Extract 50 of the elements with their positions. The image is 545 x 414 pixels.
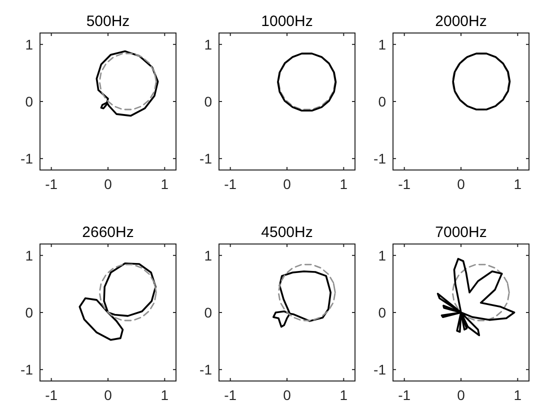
x-tick-label: 1 — [340, 176, 348, 192]
chart-title: 2660Hz — [82, 224, 134, 241]
y-tick-label: 0 — [25, 94, 34, 110]
y-tick-label: 0 — [378, 304, 386, 320]
y-tick-label: -1 — [20, 362, 34, 378]
chart-title: 1000Hz — [261, 13, 313, 30]
y-tick-label: -1 — [374, 150, 386, 167]
x-tick-label: 0 — [457, 176, 466, 192]
x-tick-label: 1 — [160, 176, 169, 192]
line-series — [98, 264, 157, 322]
y-tick-label: -1 — [200, 362, 212, 378]
line-series — [452, 264, 510, 322]
y-tick-label: 0 — [378, 94, 386, 110]
x-tick-label: 1 — [514, 387, 522, 403]
y-tick-label: 1 — [25, 36, 34, 52]
line-series — [278, 264, 336, 322]
y-tick-label: 1 — [25, 247, 34, 264]
x-tick-label: -1 — [224, 387, 237, 403]
line-series — [96, 50, 159, 117]
x-tick-label: 0 — [283, 176, 292, 192]
x-tick-label: 1 — [160, 387, 169, 403]
line-series — [272, 270, 332, 328]
x-tick-label: -1 — [224, 176, 237, 192]
y-tick-label: 1 — [378, 247, 386, 264]
x-tick-label: 0 — [104, 387, 112, 403]
y-tick-label: 1 — [204, 247, 212, 264]
chart-title: 7000Hz — [435, 224, 487, 241]
x-tick-label: 1 — [340, 387, 348, 403]
y-tick-label: -1 — [20, 150, 34, 167]
x-tick-label: -1 — [45, 176, 58, 192]
x-tick-label: 0 — [457, 387, 466, 403]
x-tick-label: 1 — [514, 176, 522, 192]
x-tick-label: 0 — [104, 176, 112, 192]
chart-title: 500Hz — [86, 13, 130, 30]
line-series — [436, 258, 516, 336]
x-tick-label: -1 — [398, 387, 411, 403]
chart-title: 4500Hz — [261, 224, 313, 241]
y-tick-label: -1 — [374, 362, 386, 378]
x-tick-label: -1 — [45, 387, 58, 403]
y-tick-label: 0 — [25, 304, 34, 320]
y-tick-label: 1 — [378, 36, 386, 52]
x-tick-label: -1 — [398, 176, 411, 192]
y-tick-label: 1 — [204, 36, 212, 52]
chart-title: 2000Hz — [435, 13, 487, 30]
y-tick-label: 0 — [204, 94, 212, 110]
y-tick-label: -1 — [200, 150, 212, 167]
y-tick-label: 0 — [204, 304, 212, 320]
line-series — [78, 262, 156, 341]
line-series — [98, 52, 157, 110]
x-tick-label: 0 — [283, 387, 292, 403]
